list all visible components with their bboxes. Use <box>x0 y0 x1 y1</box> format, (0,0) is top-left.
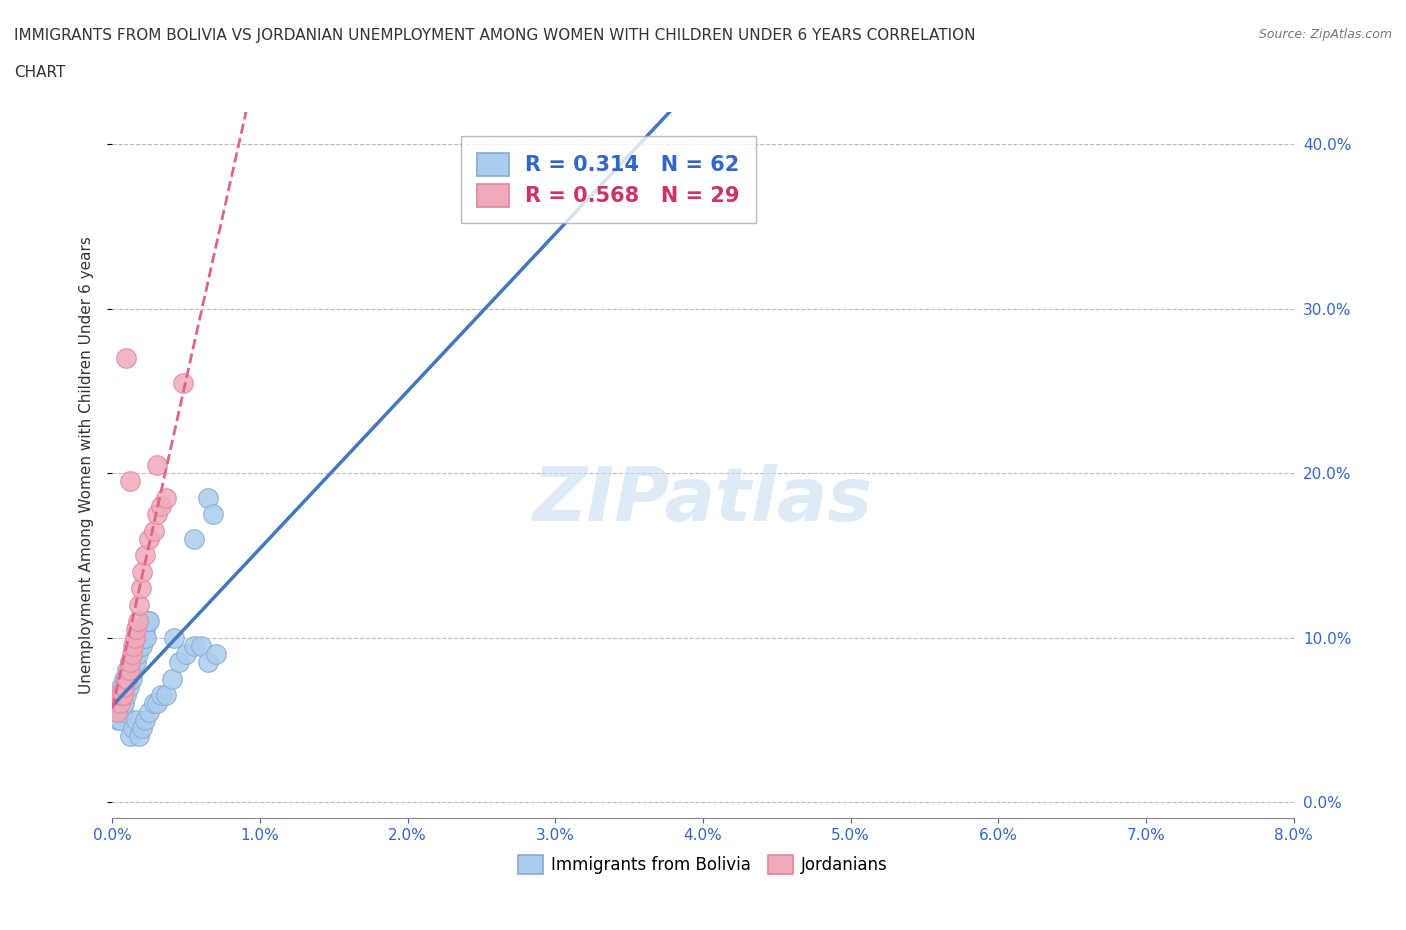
Point <box>108 696 131 711</box>
Point <box>125 638 148 653</box>
Point <box>121 646 143 661</box>
Point <box>124 646 146 661</box>
Point <box>131 638 153 653</box>
Point <box>114 671 136 686</box>
Point <box>142 696 165 711</box>
Point <box>190 638 212 653</box>
Point <box>105 704 128 719</box>
Point <box>122 646 145 661</box>
Point <box>111 687 134 702</box>
Point <box>201 507 224 522</box>
Point <box>183 532 205 547</box>
Point <box>134 622 156 637</box>
Point <box>131 565 153 579</box>
Point <box>160 671 183 686</box>
Point <box>155 490 177 505</box>
Text: ZIPatlas: ZIPatlas <box>533 464 873 537</box>
Point <box>112 696 135 711</box>
Point <box>134 548 156 563</box>
Point <box>142 524 165 538</box>
Point <box>125 712 148 727</box>
Point <box>117 671 138 686</box>
Point <box>120 655 142 670</box>
Point <box>172 376 194 391</box>
Point <box>128 638 150 653</box>
Point <box>107 712 129 727</box>
Point <box>150 687 173 702</box>
Point <box>112 680 135 695</box>
Point <box>136 614 159 629</box>
Point <box>125 655 148 670</box>
Point <box>138 614 160 629</box>
Point <box>118 680 141 695</box>
Point <box>128 729 150 744</box>
Point <box>124 655 146 670</box>
Point <box>112 671 135 686</box>
Point <box>205 646 228 661</box>
Point <box>167 655 190 670</box>
Point <box>131 721 153 736</box>
Point <box>108 696 131 711</box>
Point <box>117 671 138 686</box>
Point <box>122 638 145 653</box>
Point <box>197 490 219 505</box>
Point <box>150 498 173 513</box>
Point <box>125 622 148 637</box>
Point <box>121 663 143 678</box>
Point <box>155 687 177 702</box>
Point <box>108 687 131 702</box>
Point <box>129 581 152 596</box>
Point <box>105 696 128 711</box>
Point <box>120 663 142 678</box>
Point <box>114 680 136 695</box>
Point <box>104 696 127 711</box>
Text: IMMIGRANTS FROM BOLIVIA VS JORDANIAN UNEMPLOYMENT AMONG WOMEN WITH CHILDREN UNDE: IMMIGRANTS FROM BOLIVIA VS JORDANIAN UNE… <box>14 28 976 43</box>
Point <box>104 687 127 702</box>
Text: Source: ZipAtlas.com: Source: ZipAtlas.com <box>1258 28 1392 41</box>
Point <box>146 458 169 472</box>
Point <box>127 614 149 629</box>
Point <box>127 646 149 661</box>
Point <box>197 655 219 670</box>
Point <box>138 532 160 547</box>
Text: CHART: CHART <box>14 65 66 80</box>
Point <box>118 663 141 678</box>
Point <box>114 351 136 365</box>
Point <box>110 696 132 711</box>
Point <box>111 704 134 719</box>
Point <box>174 646 197 661</box>
Point <box>121 671 143 686</box>
Point <box>146 507 169 522</box>
Point <box>120 655 142 670</box>
Point <box>117 663 138 678</box>
Point <box>120 474 142 489</box>
Point <box>135 631 157 645</box>
Point <box>110 687 132 702</box>
Point <box>107 687 129 702</box>
Point <box>105 704 128 719</box>
Point <box>122 655 145 670</box>
Point <box>134 712 156 727</box>
Point <box>111 687 134 702</box>
Point <box>118 671 141 686</box>
Point <box>110 680 132 695</box>
Point <box>122 721 145 736</box>
Legend: Immigrants from Bolivia, Jordanians: Immigrants from Bolivia, Jordanians <box>512 849 894 881</box>
Point <box>117 680 138 695</box>
Point <box>183 638 205 653</box>
Point <box>138 704 160 719</box>
Point <box>108 712 131 727</box>
Point <box>107 704 129 719</box>
Point <box>124 631 146 645</box>
Point <box>114 687 136 702</box>
Point <box>128 597 150 612</box>
Point <box>132 631 155 645</box>
Point <box>120 729 142 744</box>
Point <box>163 631 186 645</box>
Point <box>146 696 169 711</box>
Y-axis label: Unemployment Among Women with Children Under 6 years: Unemployment Among Women with Children U… <box>79 236 94 694</box>
Point <box>129 631 152 645</box>
